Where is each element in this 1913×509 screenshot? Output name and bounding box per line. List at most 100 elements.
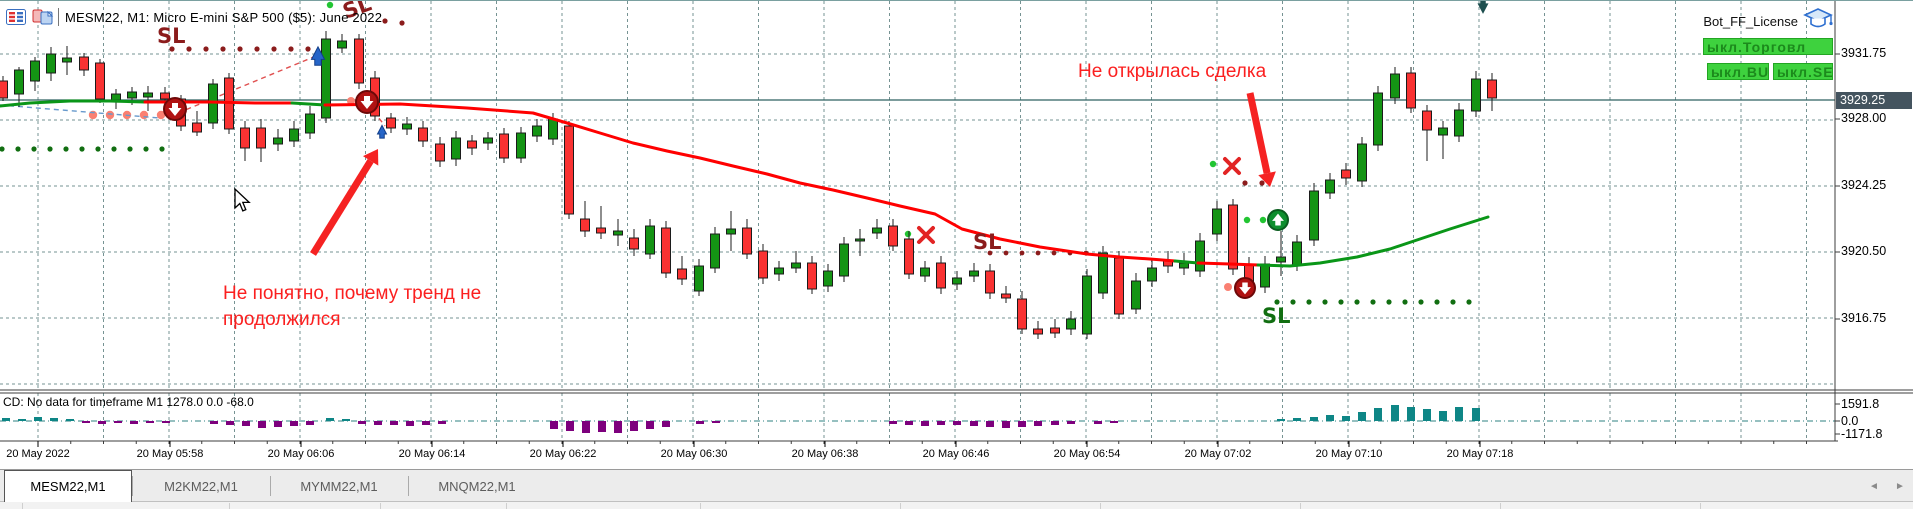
dotted-level-line [305, 46, 311, 52]
dotted-level-line [237, 46, 243, 52]
annotation-trend-line1: Не понятно, почему тренд не [223, 283, 482, 304]
histogram-bar [406, 421, 414, 426]
marker-dot [399, 20, 405, 26]
histogram-bar [1472, 408, 1480, 421]
candle-body [62, 57, 72, 63]
candle-body [1341, 169, 1351, 179]
marker-arrow [360, 96, 374, 109]
candle-body [855, 238, 865, 242]
dotted-level-line [105, 110, 115, 120]
candle-body [888, 225, 898, 247]
histogram-bar [986, 421, 994, 427]
histogram-bar [342, 419, 350, 421]
dotted-level-line [254, 46, 260, 52]
marker-dot [1224, 283, 1232, 291]
dotted-level-line [95, 146, 101, 152]
marker-dot [347, 97, 355, 105]
candle-body [418, 127, 428, 142]
candle-body [1212, 208, 1222, 235]
candle-body [1033, 328, 1043, 335]
dotted-level-line [79, 146, 85, 152]
histogram-bar [662, 421, 670, 427]
histogram-bar [1067, 421, 1075, 424]
dotted-level-line [63, 146, 69, 152]
dotted-level-line [1466, 299, 1472, 305]
tab-scroll-left-icon[interactable]: ◄ [1869, 480, 1879, 492]
dotted-level-line [139, 110, 149, 120]
dotted-level-line [1418, 299, 1424, 305]
strip-divider [1300, 503, 1301, 509]
histogram-bar [422, 421, 430, 425]
tab-mymm22[interactable]: MYMM22,M1 [270, 470, 408, 502]
histogram-bar [1439, 411, 1447, 421]
annotation-arrowhead [1258, 171, 1276, 187]
ma-line [1256, 215, 1490, 268]
mouse-cursor [234, 187, 251, 212]
tab-mesm22[interactable]: MESM22,M1 [4, 470, 132, 502]
histogram-bar [274, 421, 282, 427]
histogram-bar [1391, 405, 1399, 421]
candle-body [823, 270, 833, 287]
tab-scroll-right-icon[interactable]: ► [1895, 480, 1905, 492]
one-click-trading-icon[interactable] [6, 9, 26, 25]
histogram-bar [1002, 421, 1010, 428]
candle-body [1309, 190, 1319, 241]
histogram-bar [937, 421, 945, 425]
histogram-bar [66, 419, 74, 421]
histogram-bar [646, 421, 654, 429]
toggle-buy-button[interactable]: ыкл.BU [1707, 63, 1769, 80]
toggle-trading-button[interactable]: ыкл.Торговл [1703, 38, 1833, 55]
tab-mnqm22[interactable]: MNQM22,M1 [408, 470, 546, 502]
dotted-level-line [1386, 299, 1392, 305]
strip-divider [1700, 503, 1701, 509]
annotation-no-trade: Не открылась сделка [1078, 61, 1267, 82]
close-arrow-icon [376, 124, 388, 139]
histogram-bar [390, 421, 398, 425]
price-axis-label: 3928.00 [1841, 111, 1887, 125]
time-axis-label: 20 May 2022 [6, 448, 70, 460]
candle-body [499, 133, 509, 159]
dotted-level-line [15, 146, 21, 152]
histogram-bar [1326, 415, 1334, 421]
histogram-bar [326, 418, 334, 421]
candle-body [694, 265, 704, 292]
candle-body [289, 128, 299, 142]
candle-body [354, 38, 364, 84]
histogram-bar [614, 421, 622, 433]
candle-body [1422, 110, 1432, 131]
candle-body [516, 132, 526, 159]
candle-body [1082, 275, 1092, 335]
candle-body [613, 230, 623, 236]
candle-body [1406, 72, 1416, 109]
graduation-cap-icon [1803, 7, 1833, 36]
candle-body [1131, 280, 1141, 310]
candle-body [596, 227, 606, 234]
ma-line [0, 99, 147, 108]
candle-body [1066, 318, 1076, 330]
histogram-bar [1277, 419, 1285, 421]
annotation-trend-line2: продолжился [223, 309, 341, 330]
dotted-level-line [1434, 299, 1440, 305]
histogram-bar [306, 421, 314, 425]
candle-body [774, 267, 784, 275]
tab-m2km22[interactable]: M2KM22,M1 [132, 470, 270, 502]
histogram-bar [566, 421, 574, 431]
chart-pages-icon[interactable] [32, 9, 54, 25]
sl-label: SL [973, 230, 1002, 254]
marker-dot [1259, 180, 1265, 186]
strip-divider [380, 503, 381, 509]
dotted-level-line [1338, 299, 1344, 305]
candle-body [46, 53, 56, 74]
histogram-bar [210, 421, 218, 424]
candle-body [580, 218, 590, 232]
strip-divider [506, 503, 507, 509]
histogram-bar [162, 421, 170, 423]
histogram-bar [258, 421, 266, 428]
indicator-status-label: CD: No data for timeframe M1 1278.0 0.0 … [3, 395, 254, 409]
candle-body [402, 123, 412, 130]
time-axis-label: 20 May 06:46 [922, 448, 990, 460]
histogram-bar [582, 421, 590, 433]
toggle-sell-button[interactable]: ыкл.SEL [1773, 63, 1833, 80]
